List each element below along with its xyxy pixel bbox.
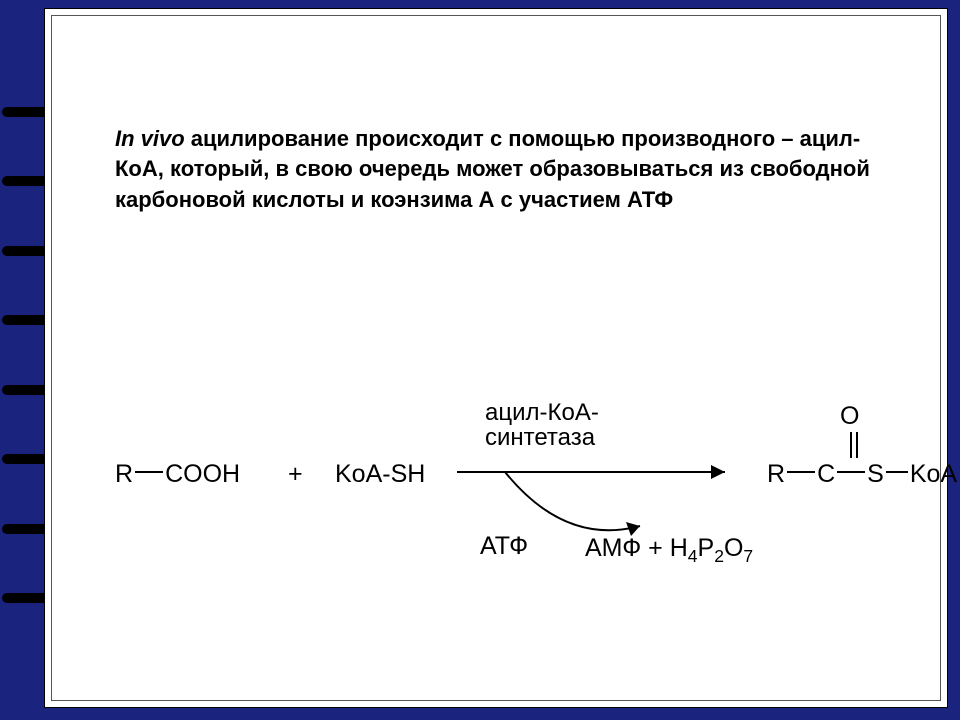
coproducts-mid2: O <box>724 534 743 562</box>
coreactant-atp: АТФ <box>480 532 528 561</box>
spiral-ring <box>2 451 50 467</box>
slide-frame: In vivo ацилирование происходит с помощь… <box>44 8 948 708</box>
bond-icon <box>135 471 163 473</box>
coproducts: АМФ + H4P2O7 <box>585 534 753 567</box>
spiral-binding <box>2 0 50 720</box>
spiral-ring <box>2 521 50 537</box>
spiral-ring <box>2 590 50 606</box>
enzyme-label: ацил-КоА- синтетаза <box>485 400 599 450</box>
coproducts-prefix: АМФ + H <box>585 534 688 562</box>
product-C: C <box>817 460 835 488</box>
reactant-rcooh: R COOH <box>115 460 240 489</box>
reactant1-rest: COOH <box>165 460 240 488</box>
paragraph-text: In vivo ацилирование происходит с помощь… <box>115 124 887 215</box>
spiral-ring <box>2 243 50 259</box>
coproducts-sub1: 4 <box>688 546 698 566</box>
double-bond-icon <box>849 432 859 458</box>
spiral-ring <box>2 312 50 328</box>
spiral-ring <box>2 104 50 120</box>
spiral-ring <box>2 382 50 398</box>
paragraph-rest: ацилирование происходит с помощью произв… <box>115 126 870 212</box>
product-oxygen: O <box>840 402 859 431</box>
coproducts-mid: P <box>698 534 715 562</box>
bond-icon <box>787 471 815 473</box>
reactant1-R: R <box>115 460 133 488</box>
reaction-scheme: RCOOH + KoA-SH ацил-КоА- синтетаза АТФ А… <box>115 404 907 604</box>
product-KoA: KoA <box>910 460 957 488</box>
product-S: S <box>867 460 884 488</box>
plus-sign: + <box>288 460 303 489</box>
bond-icon <box>886 471 908 473</box>
paragraph-block: In vivo ацилирование происходит с помощь… <box>115 124 887 215</box>
enzyme-line2: синтетаза <box>485 425 599 450</box>
coproducts-sub2: 2 <box>714 546 724 566</box>
reactant-coash: KoA-SH <box>335 460 425 489</box>
spiral-ring <box>2 173 50 189</box>
coproducts-sub3: 7 <box>743 546 753 566</box>
italic-prefix: In vivo <box>115 126 185 151</box>
product-R: R <box>767 460 785 488</box>
bond-icon <box>837 471 865 473</box>
reaction-line: RCOOH + KoA-SH ацил-КоА- синтетаза АТФ А… <box>115 404 907 604</box>
product-acylcoa: R C S KoA <box>767 460 957 489</box>
enzyme-line1: ацил-КоА- <box>485 400 599 425</box>
